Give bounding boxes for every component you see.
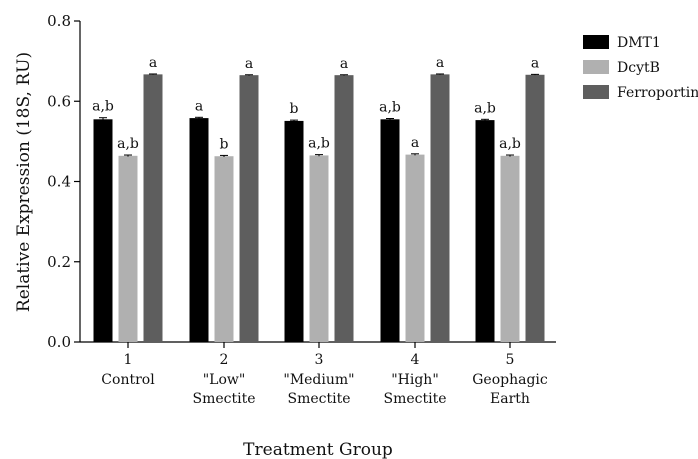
x-tick-label-line1: Geophagic xyxy=(472,372,548,388)
x-tick-label-line1: "High" xyxy=(391,372,439,388)
legend-label-ferroportin: Ferroportin xyxy=(617,85,698,101)
x-tick-label-number: 1 xyxy=(124,352,133,368)
legend-swatch-dcytb xyxy=(583,60,609,74)
significance-label: a xyxy=(245,56,253,72)
significance-label: a,b xyxy=(308,136,330,152)
bars xyxy=(93,73,545,343)
significance-label: a xyxy=(149,55,157,71)
bar-dcytb xyxy=(214,156,234,342)
bar-ferroportin xyxy=(239,75,259,342)
bar-ferroportin xyxy=(334,75,354,342)
x-tick-label-line1: "Medium" xyxy=(283,372,354,388)
x-tick-label-line2: Smectite xyxy=(383,391,446,407)
bar-dmt1 xyxy=(189,118,209,342)
x-tick-label-line1: Control xyxy=(101,372,155,388)
legend: DMT1 DcytB Ferroportin xyxy=(583,35,698,101)
x-tick-label-number: 4 xyxy=(411,352,420,368)
x-tick-label-line2: Smectite xyxy=(192,391,255,407)
bar-dmt1 xyxy=(475,120,495,342)
x-tick-label-number: 5 xyxy=(506,352,515,368)
significance-label: a xyxy=(531,55,539,71)
significance-label: a,b xyxy=(117,136,139,152)
significance-label: a,b xyxy=(92,99,114,115)
significance-label: a,b xyxy=(474,100,496,116)
bar-dmt1 xyxy=(284,120,304,342)
significance-label: a xyxy=(436,55,444,71)
bar-dcytb xyxy=(309,155,329,342)
significance-label: b xyxy=(220,136,229,152)
labels: a,b a,b a a b a b a,b a a,b a a a,b a,b a xyxy=(92,55,539,152)
bar-dmt1 xyxy=(93,119,113,343)
y-axis-title: Relative Expression (18S, RU) xyxy=(14,52,34,312)
bar-ferroportin xyxy=(430,74,450,343)
significance-label: b xyxy=(290,101,299,117)
significance-label: a,b xyxy=(379,100,401,116)
bar-ferroportin xyxy=(525,74,545,342)
y-tick-label: 0.8 xyxy=(47,12,71,30)
bar-dmt1 xyxy=(380,119,400,343)
y-tick-label: 0.6 xyxy=(47,92,71,110)
legend-swatch-dmt1 xyxy=(583,35,609,49)
bar-ferroportin xyxy=(143,74,163,343)
significance-label: a xyxy=(195,98,203,114)
significance-label: a,b xyxy=(499,136,521,152)
x-tick-label-line2: Smectite xyxy=(287,391,350,407)
legend-swatch-ferroportin xyxy=(583,85,609,99)
significance-label: a xyxy=(411,135,419,151)
axes: 0.0 0.2 0.4 0.6 0.8 1 Control 2 "Low" Smectite 3 "M… xyxy=(47,12,556,407)
legend-label-dmt1: DMT1 xyxy=(617,35,661,51)
legend-label-dcytb: DcytB xyxy=(617,60,660,76)
bar-dcytb xyxy=(405,154,425,342)
x-tick-label-number: 2 xyxy=(220,352,229,368)
x-tick-label-line2: Earth xyxy=(490,391,530,407)
x-tick-label-number: 3 xyxy=(315,352,324,368)
significance-label: a xyxy=(340,56,348,72)
y-tick-label: 0.4 xyxy=(47,173,71,191)
bar-dcytb xyxy=(118,155,138,342)
x-tick-label-line1: "Low" xyxy=(203,372,246,388)
y-tick-label: 0.0 xyxy=(47,333,71,351)
x-axis-title: Treatment Group xyxy=(243,440,393,459)
y-tick-label: 0.2 xyxy=(47,253,71,271)
bar-dcytb xyxy=(500,155,520,342)
